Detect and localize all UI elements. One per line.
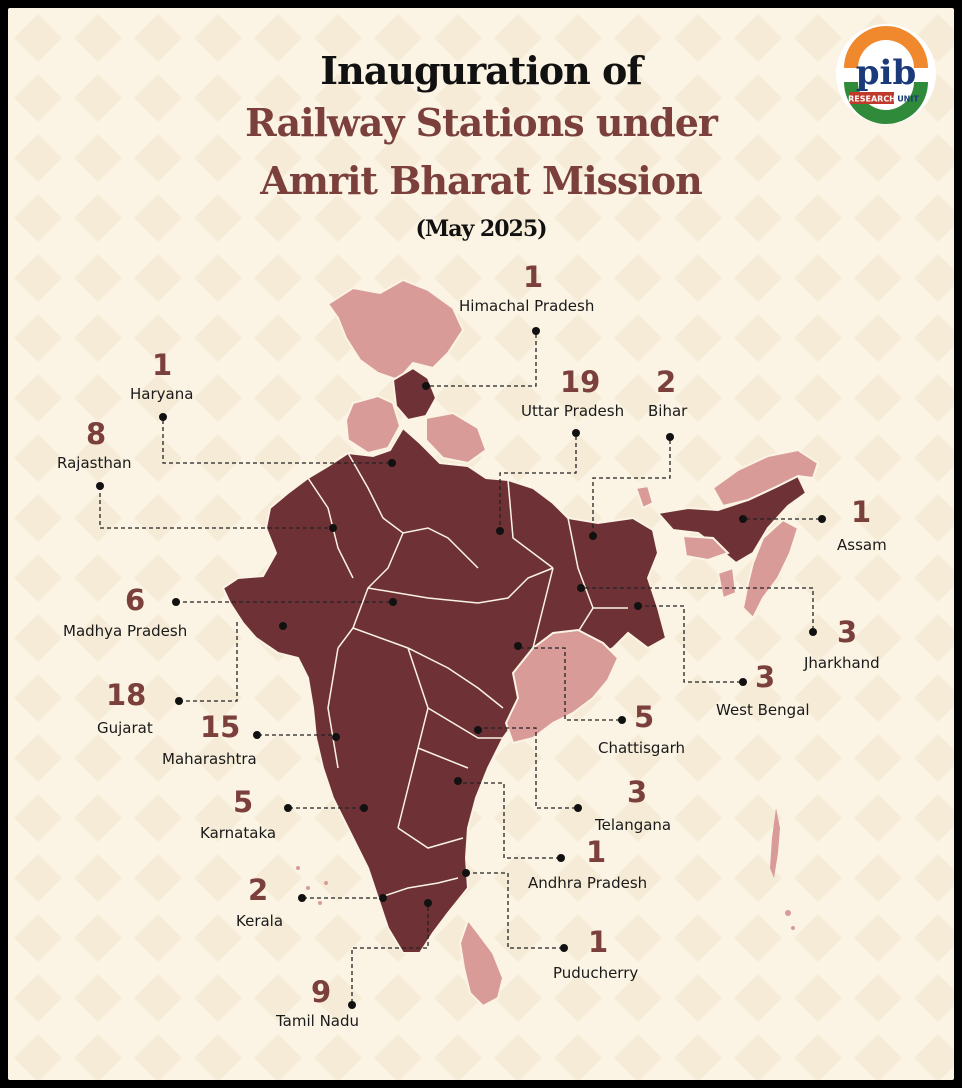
label-himachal-pradesh: Himachal Pradesh: [459, 297, 595, 315]
state-meghalaya: [681, 534, 730, 562]
count-gujarat: 18: [106, 678, 147, 712]
state-odisha: [504, 628, 620, 745]
label-puducherry: Puducherry: [553, 964, 639, 982]
state-jammu-kashmir: [326, 278, 465, 382]
state-sikkim: [634, 484, 655, 510]
label-karnataka: Karnataka: [200, 824, 277, 842]
count-himachal-pradesh: 1: [523, 260, 544, 294]
count-rajasthan: 8: [86, 417, 107, 451]
svg-text:pib: pib: [856, 53, 916, 93]
label-west-bengal: West Bengal: [716, 701, 810, 719]
count-jharkhand: 3: [837, 615, 858, 649]
state-tripura: [716, 566, 738, 600]
count-haryana: 1: [152, 348, 173, 382]
count-kerala: 2: [248, 873, 269, 907]
label-gujarat: Gujarat: [97, 719, 153, 737]
svg-text:UNIT: UNIT: [897, 95, 919, 104]
mainland-highlighted-states: [221, 426, 668, 954]
title-date: (May 2025): [415, 216, 547, 242]
lakshadweep-island-2: [306, 886, 310, 890]
lakshadweep-island: [296, 866, 300, 870]
state-ne-hills: [741, 518, 800, 620]
connector-lines: [99, 334, 820, 1003]
count-uttar-pradesh: 19: [560, 365, 601, 399]
count-madhya-pradesh: 6: [125, 583, 146, 617]
title-line-3: Amrit Bharat Mission: [260, 158, 702, 203]
lakshadweep-island-4: [324, 881, 328, 885]
label-haryana: Haryana: [130, 385, 194, 403]
count-telangana: 3: [627, 775, 648, 809]
infographic-frame: Inauguration of Railway Stations under A…: [8, 8, 954, 1080]
label-madhya-pradesh: Madhya Pradesh: [63, 622, 188, 640]
connector-dots: [96, 327, 826, 1009]
state-punjab: [344, 394, 402, 455]
label-jharkhand: Jharkhand: [804, 654, 880, 672]
lakshadweep-island-3: [318, 901, 322, 905]
count-karnataka: 5: [233, 785, 254, 819]
count-chattisgarh: 5: [634, 700, 655, 734]
sri-lanka: [458, 917, 505, 1008]
pib-research-unit-logo: pib RESEARCH UNIT: [836, 24, 936, 124]
count-puducherry: 1: [588, 925, 609, 959]
label-chattisgarh: Chattisgarh: [598, 739, 686, 757]
andaman-islands: [770, 808, 780, 878]
count-bihar: 2: [656, 365, 677, 399]
label-tamil-nadu: Tamil Nadu: [276, 1012, 360, 1030]
state-himachal-pradesh: [391, 366, 438, 422]
label-andhra-pradesh: Andhra Pradesh: [528, 874, 648, 892]
count-maharashtra: 15: [200, 710, 241, 744]
label-uttar-pradesh: Uttar Pradesh: [521, 402, 625, 420]
svg-text:RESEARCH: RESEARCH: [848, 95, 896, 104]
title-line-1: Inauguration of: [320, 48, 642, 93]
label-bihar: Bihar: [648, 402, 688, 420]
count-andhra-pradesh: 1: [586, 835, 607, 869]
count-west-bengal: 3: [755, 660, 776, 694]
label-assam: Assam: [837, 536, 887, 554]
state-arunachal-pradesh: [711, 448, 820, 508]
india-map: [96, 278, 826, 1009]
title-line-2: Railway Stations under: [245, 100, 718, 145]
label-maharashtra: Maharashtra: [162, 750, 257, 768]
label-telangana: Telangana: [595, 816, 672, 834]
label-rajasthan: Rajasthan: [57, 454, 132, 472]
count-assam: 1: [851, 495, 872, 529]
nicobar-island-2: [791, 926, 795, 930]
state-uttarakhand: [425, 411, 488, 465]
nicobar-island: [785, 910, 791, 916]
label-kerala: Kerala: [236, 912, 284, 930]
count-tamil-nadu: 9: [311, 975, 332, 1009]
